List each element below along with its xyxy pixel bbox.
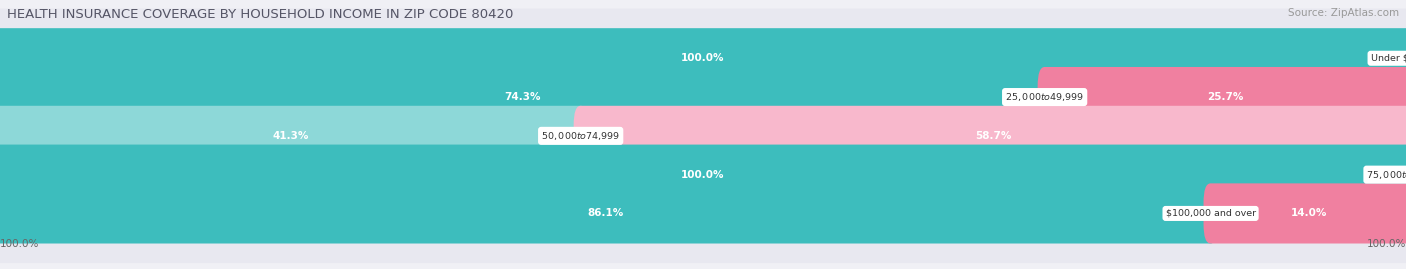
FancyBboxPatch shape: [574, 106, 1406, 166]
Text: 86.1%: 86.1%: [588, 208, 623, 218]
Text: 41.3%: 41.3%: [273, 131, 308, 141]
FancyBboxPatch shape: [0, 106, 588, 166]
FancyBboxPatch shape: [0, 183, 1218, 243]
FancyBboxPatch shape: [0, 28, 1406, 88]
FancyBboxPatch shape: [0, 9, 1406, 108]
FancyBboxPatch shape: [0, 47, 1406, 147]
Text: 74.3%: 74.3%: [505, 92, 540, 102]
FancyBboxPatch shape: [0, 125, 1406, 224]
FancyBboxPatch shape: [1038, 67, 1406, 127]
FancyBboxPatch shape: [0, 86, 1406, 186]
Text: Under $25,000: Under $25,000: [1371, 54, 1406, 63]
Text: HEALTH INSURANCE COVERAGE BY HOUSEHOLD INCOME IN ZIP CODE 80420: HEALTH INSURANCE COVERAGE BY HOUSEHOLD I…: [7, 8, 513, 21]
Text: 100.0%: 100.0%: [1367, 239, 1406, 249]
FancyBboxPatch shape: [0, 144, 1406, 205]
Text: 100.0%: 100.0%: [682, 170, 724, 180]
Text: $25,000 to $49,999: $25,000 to $49,999: [1005, 91, 1084, 103]
Text: $75,000 to $99,999: $75,000 to $99,999: [1367, 169, 1406, 181]
Text: 58.7%: 58.7%: [976, 131, 1011, 141]
Text: 25.7%: 25.7%: [1208, 92, 1243, 102]
Text: Source: ZipAtlas.com: Source: ZipAtlas.com: [1288, 8, 1399, 18]
Text: 100.0%: 100.0%: [0, 239, 39, 249]
Text: $50,000 to $74,999: $50,000 to $74,999: [541, 130, 620, 142]
Text: 14.0%: 14.0%: [1291, 208, 1327, 218]
FancyBboxPatch shape: [0, 164, 1406, 263]
FancyBboxPatch shape: [1204, 183, 1406, 243]
Text: $100,000 and over: $100,000 and over: [1166, 209, 1256, 218]
Text: 100.0%: 100.0%: [682, 53, 724, 63]
FancyBboxPatch shape: [0, 67, 1052, 127]
